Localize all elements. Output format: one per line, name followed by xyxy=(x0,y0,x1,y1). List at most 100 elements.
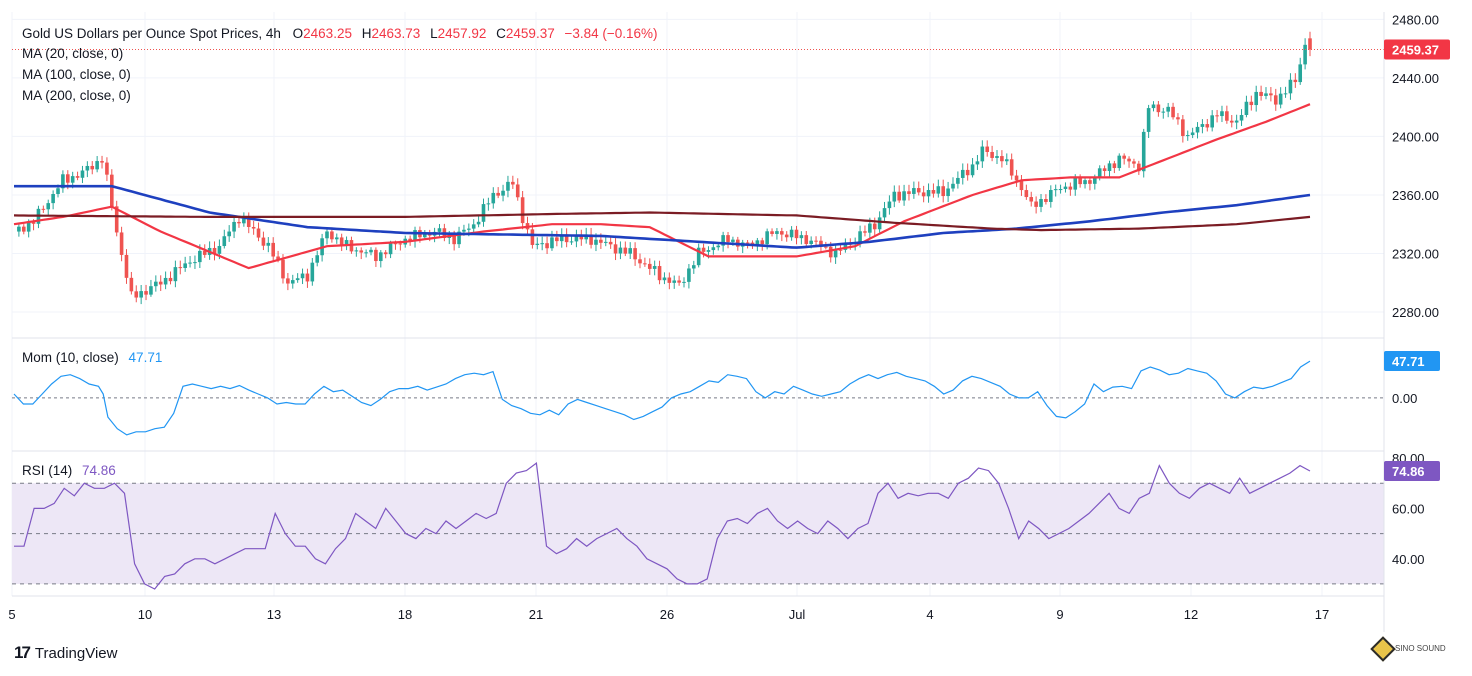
candle-body xyxy=(667,277,672,283)
candle-body xyxy=(603,241,608,243)
candle-body xyxy=(828,246,833,258)
ma200-legend[interactable]: MA (200, close, 0) xyxy=(22,88,131,103)
candle-body xyxy=(721,235,725,246)
candle-body xyxy=(897,191,901,201)
candle-body xyxy=(613,244,618,254)
candle-body xyxy=(70,176,75,183)
svg-text:47.71: 47.71 xyxy=(1392,354,1425,369)
ma100-line xyxy=(14,184,1311,249)
svg-text:2459.37: 2459.37 xyxy=(1392,43,1439,58)
candle-body xyxy=(1034,201,1038,207)
candle-body xyxy=(178,267,183,269)
time-axis[interactable]: 5 10 13 18 21 26 Jul 4 9 12 17 xyxy=(8,607,1329,622)
candle-body xyxy=(608,241,613,245)
candle-body xyxy=(1181,119,1185,136)
candle-body xyxy=(1210,115,1214,128)
tradingview-logo[interactable]: 17 TradingView xyxy=(14,643,117,663)
candle-body xyxy=(46,203,51,210)
time-tick-label: 18 xyxy=(398,607,412,622)
candle-body xyxy=(760,240,765,245)
candle-body xyxy=(119,232,124,255)
candle-body xyxy=(985,146,990,152)
candle-body xyxy=(872,223,877,230)
candle-body xyxy=(227,231,231,237)
time-tick-label: 4 xyxy=(926,607,933,622)
candle-body xyxy=(799,235,804,239)
candle-body xyxy=(970,164,975,176)
candle-body xyxy=(491,192,496,204)
candle-body xyxy=(682,281,686,283)
candle-body xyxy=(726,235,730,242)
price-tick-label: 2480.00 xyxy=(1392,12,1439,27)
candle-body xyxy=(1190,132,1195,136)
candle-body xyxy=(647,263,652,269)
time-tick-label: 21 xyxy=(529,607,543,622)
candle-body xyxy=(21,226,26,232)
candle-body xyxy=(158,281,163,285)
candle-body xyxy=(1014,175,1019,181)
candle-body xyxy=(41,208,46,210)
rsi-legend[interactable]: RSI (14) 74.86 xyxy=(22,463,116,478)
candle-body xyxy=(501,190,505,196)
candle-body xyxy=(1049,190,1053,202)
candle-body xyxy=(780,231,784,235)
candle-body xyxy=(124,254,129,278)
candle-body xyxy=(819,240,823,247)
candle-body xyxy=(1205,124,1210,128)
candle-body xyxy=(471,224,476,229)
rsi-value-badge: 74.86 xyxy=(1384,460,1440,481)
price-axis[interactable]: 2280.00 2320.00 2360.00 2400.00 2440.00 2480.… xyxy=(1392,12,1439,320)
candle-body xyxy=(193,262,197,264)
candle-body xyxy=(706,250,711,252)
candle-body xyxy=(344,240,349,245)
mom-legend[interactable]: Mom (10, close) 47.71 xyxy=(22,350,162,365)
candle-body xyxy=(56,188,60,195)
candle-body xyxy=(452,235,456,245)
candle-body xyxy=(926,190,931,197)
candle-body xyxy=(1288,79,1293,94)
candle-body xyxy=(912,188,916,194)
candle-body xyxy=(129,277,134,292)
candle-body xyxy=(511,181,515,185)
mom-axis[interactable]: 0.00 xyxy=(1392,391,1417,406)
candle-body xyxy=(61,174,65,189)
candle-body xyxy=(902,191,906,201)
time-tick-label: 10 xyxy=(138,607,152,622)
candle-body xyxy=(354,250,359,252)
price-pane xyxy=(12,12,1384,334)
ma20-legend[interactable]: MA (20, close, 0) xyxy=(22,46,123,61)
sino-sound-logo-icon xyxy=(1370,636,1396,662)
candle-body xyxy=(1141,131,1146,172)
candle-body xyxy=(1200,124,1205,127)
candle-body xyxy=(569,241,574,243)
candle-body xyxy=(701,247,706,252)
candle-body xyxy=(691,265,696,269)
candle-body xyxy=(789,229,794,238)
candle-body xyxy=(941,186,946,197)
candle-body xyxy=(652,266,657,269)
candle-body xyxy=(246,218,251,227)
candle-body xyxy=(599,239,603,243)
candle-body xyxy=(814,240,818,242)
candle-body xyxy=(393,243,398,245)
candle-body xyxy=(594,239,598,245)
candle-body xyxy=(833,249,838,258)
candle-body xyxy=(1234,120,1239,123)
candle-body xyxy=(677,280,681,283)
candle-body xyxy=(261,237,266,246)
ma100-legend[interactable]: MA (100, close, 0) xyxy=(22,67,131,82)
candle-body xyxy=(1146,108,1151,132)
candle-body xyxy=(1308,38,1312,50)
candle-body xyxy=(217,246,222,254)
price-tick-label: 2280.00 xyxy=(1392,305,1439,320)
candle-body xyxy=(481,204,486,222)
time-tick-label: 5 xyxy=(8,607,15,622)
mom-line xyxy=(13,360,1311,436)
candle-body xyxy=(1078,178,1082,185)
candle-body xyxy=(1151,104,1156,109)
candle-body xyxy=(295,278,300,281)
candle-body xyxy=(168,277,173,282)
candle-body xyxy=(144,291,148,295)
candle-body xyxy=(325,231,329,239)
time-tick-label: 17 xyxy=(1315,607,1329,622)
